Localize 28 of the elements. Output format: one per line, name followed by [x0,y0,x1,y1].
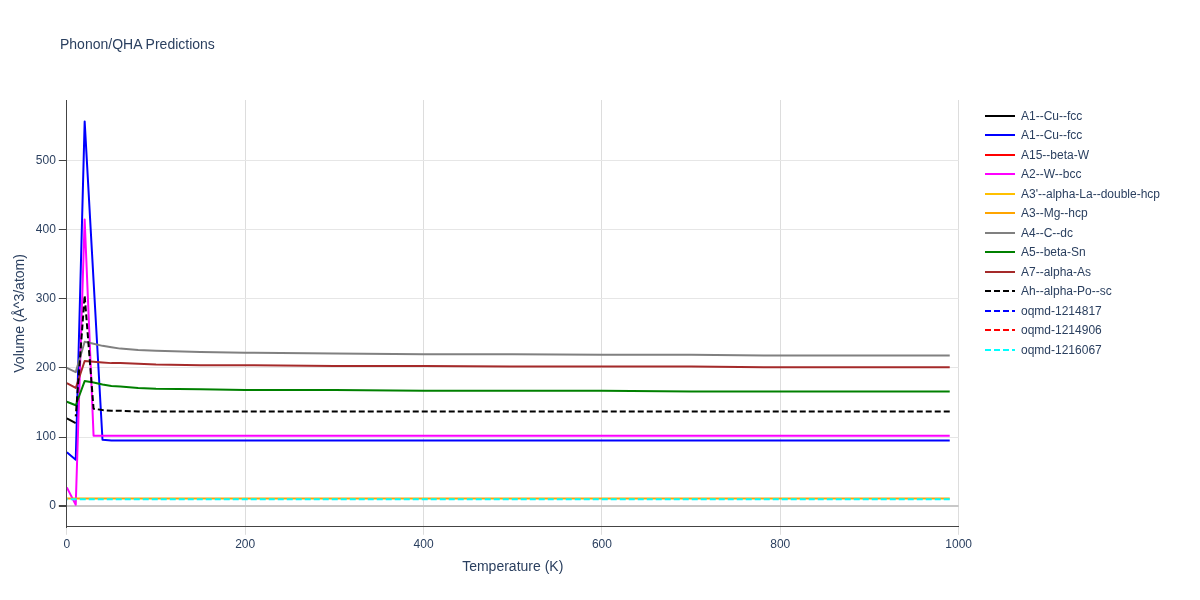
legend-label: A1--Cu--fcc [1021,108,1083,123]
legend-label: oqmd-1214817 [1021,303,1102,318]
legend-label: A5--beta-Sn [1021,245,1086,260]
legend-label: A1--Cu--fcc [1021,128,1083,143]
x-tick-label: 200 [235,537,256,552]
x-tick-label: 400 [413,537,434,552]
legend-label: Ah--alpha-Po--sc [1021,284,1112,299]
chart-title: Phonon/QHA Predictions [60,36,215,52]
legend-label: A3--Mg--hcp [1021,206,1088,221]
x-tick-label: 600 [591,537,613,552]
x-tick-label: 800 [770,537,791,552]
y-tick-label: 0 [49,498,57,513]
legend-label: A15--beta-W [1021,147,1090,162]
y-tick-label: 200 [35,360,57,375]
legend-label: A2--W--bcc [1021,167,1082,182]
legend-label: A3'--alpha-La--double-hcp [1021,186,1161,201]
y-axis-title: Volume (Å^3/atom) [11,254,28,373]
legend-label: A4--C--dc [1021,225,1074,240]
x-tick-label: 1000 [945,537,973,552]
y-tick-label: 100 [35,429,57,444]
y-tick-label: 400 [35,222,57,237]
legend-label: oqmd-1216067 [1021,342,1102,357]
x-axis-title: Temperature (K) [462,558,564,575]
y-tick-label: 300 [35,291,57,306]
y-tick-label: 500 [35,153,57,168]
legend-label: oqmd-1214906 [1021,323,1102,338]
x-tick-label: 0 [63,537,71,552]
legend-label: A7--alpha-As [1021,264,1092,279]
